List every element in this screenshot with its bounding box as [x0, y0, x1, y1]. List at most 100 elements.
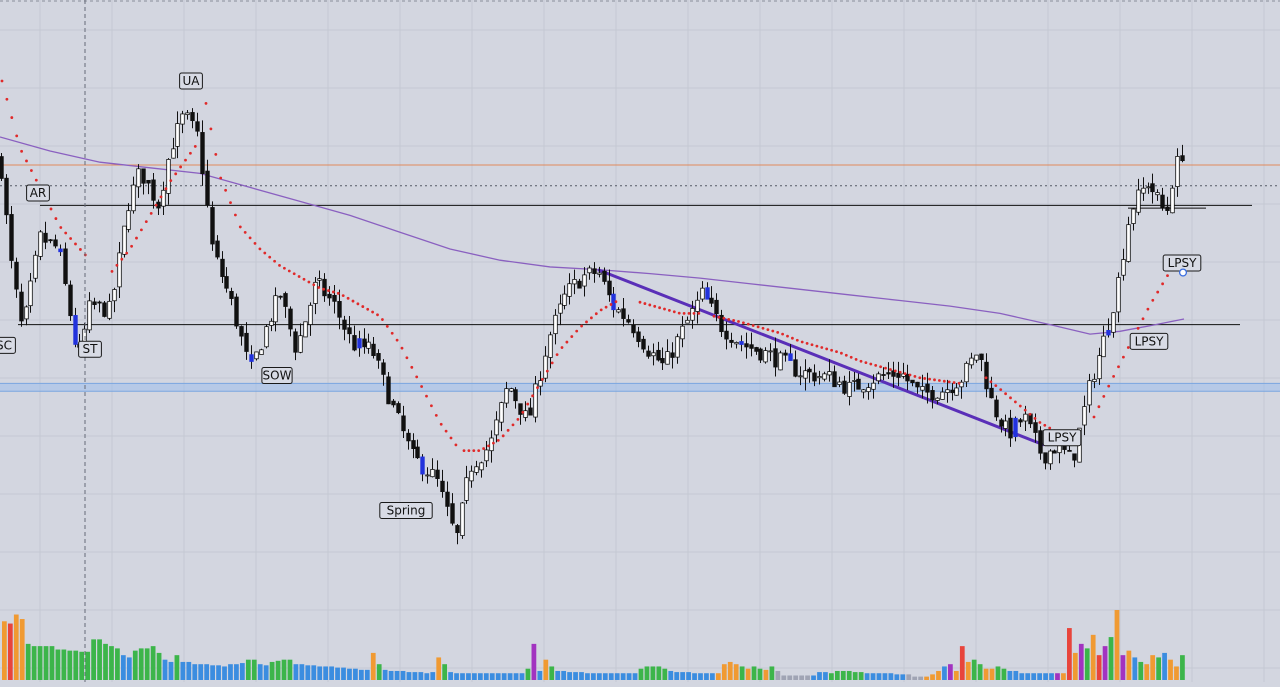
volume-bar: [507, 673, 513, 680]
volume-bar: [25, 643, 31, 680]
candle-bull: [107, 300, 112, 319]
volume-bar: [1072, 652, 1078, 680]
volume-bar: [608, 673, 614, 680]
candle-bear: [1038, 430, 1043, 454]
candle-bull: [866, 387, 871, 393]
sar-dot: [786, 334, 789, 338]
volume-bar: [67, 650, 73, 680]
candle-bear: [719, 314, 724, 333]
candle-bear: [592, 268, 597, 274]
candle-bear: [440, 480, 445, 493]
volume-bar: [222, 666, 227, 680]
volume-bar: [1061, 673, 1066, 680]
candle-bear: [4, 177, 9, 216]
sar-dot: [746, 322, 750, 326]
sar-dot: [697, 312, 701, 315]
volume-bar: [1156, 657, 1162, 680]
candle-bull: [464, 477, 469, 501]
volume-bar: [579, 672, 584, 680]
candle-bull: [313, 281, 318, 304]
sar-dot: [989, 380, 993, 384]
volume-bar: [1007, 670, 1013, 680]
sar-dot: [193, 144, 197, 148]
candle-bear: [621, 308, 626, 319]
sar-dot: [879, 365, 882, 369]
candle-bull: [1121, 259, 1126, 276]
candle-bear: [244, 332, 249, 352]
sar-dot: [908, 373, 912, 377]
candle-bear: [435, 469, 440, 479]
candle-bear: [783, 352, 788, 356]
candle-bull: [935, 397, 940, 401]
sar-dot: [179, 165, 183, 169]
sar-dot: [430, 404, 433, 408]
volume-bar: [245, 659, 251, 680]
volume-bar: [876, 673, 882, 680]
volume-bar: [1180, 655, 1185, 680]
sar-dot: [1004, 392, 1007, 396]
volume-bar: [763, 669, 769, 680]
volume-bar: [567, 672, 572, 680]
volume-bar: [186, 661, 192, 680]
candle-bear: [994, 399, 999, 418]
volume-bar: [656, 666, 662, 680]
candle-bull: [474, 466, 479, 473]
candle-bull: [734, 342, 739, 345]
sar-dot: [336, 291, 340, 295]
candle-bull: [430, 469, 435, 478]
candle-bull: [117, 252, 122, 288]
candle-bear: [641, 338, 646, 350]
candle-bull: [969, 357, 974, 366]
candle-bear: [391, 400, 396, 406]
sar-dot: [599, 308, 603, 312]
volume-bar: [840, 670, 846, 680]
candle-bear: [288, 308, 293, 330]
volume-bar: [650, 666, 656, 680]
volume-bar: [400, 670, 406, 680]
sar-dot: [923, 377, 927, 380]
sar-dot: [115, 263, 119, 267]
volume-bar: [626, 673, 632, 680]
sar-dot: [49, 207, 53, 211]
volume-bar: [210, 665, 215, 680]
candle-bull: [469, 470, 474, 482]
sar-dot: [64, 231, 68, 235]
volume-bar: [793, 675, 799, 680]
volume-bar: [739, 666, 745, 680]
candle-bear: [322, 278, 327, 297]
volume-bar: [1162, 652, 1167, 680]
candle-bull: [695, 299, 700, 312]
volume-bar: [79, 651, 85, 680]
sar-dot: [663, 307, 666, 311]
candle-bear: [1052, 450, 1057, 454]
candle-bull: [509, 388, 514, 392]
sar-dot: [653, 304, 657, 308]
volume-bar: [811, 675, 816, 680]
sar-dot: [234, 213, 237, 217]
candle-bull: [1023, 413, 1028, 422]
candle-bull: [964, 362, 969, 383]
volume-bar: [864, 673, 870, 680]
sar-dot: [928, 377, 931, 381]
candle-highlight: [705, 287, 710, 300]
volume-bar: [394, 670, 400, 680]
sar-dot: [849, 355, 853, 359]
volume-bar: [1049, 673, 1054, 680]
candle-bear: [984, 361, 989, 390]
candle-bear: [327, 293, 332, 299]
candle-bull: [479, 462, 484, 471]
candle-bull: [974, 354, 979, 361]
sar-dot: [501, 434, 505, 438]
volume-bar: [1031, 673, 1037, 680]
candle-bull: [38, 231, 43, 257]
sar-dot: [565, 340, 569, 344]
volume-bar: [329, 666, 334, 680]
candle-bear: [229, 291, 234, 299]
volume-bar: [1078, 643, 1084, 680]
sar-dot: [283, 266, 286, 270]
candle-highlight: [357, 338, 362, 349]
sar-dot: [1033, 417, 1037, 420]
volume-bar: [1025, 673, 1031, 680]
sar-dot: [361, 305, 365, 308]
